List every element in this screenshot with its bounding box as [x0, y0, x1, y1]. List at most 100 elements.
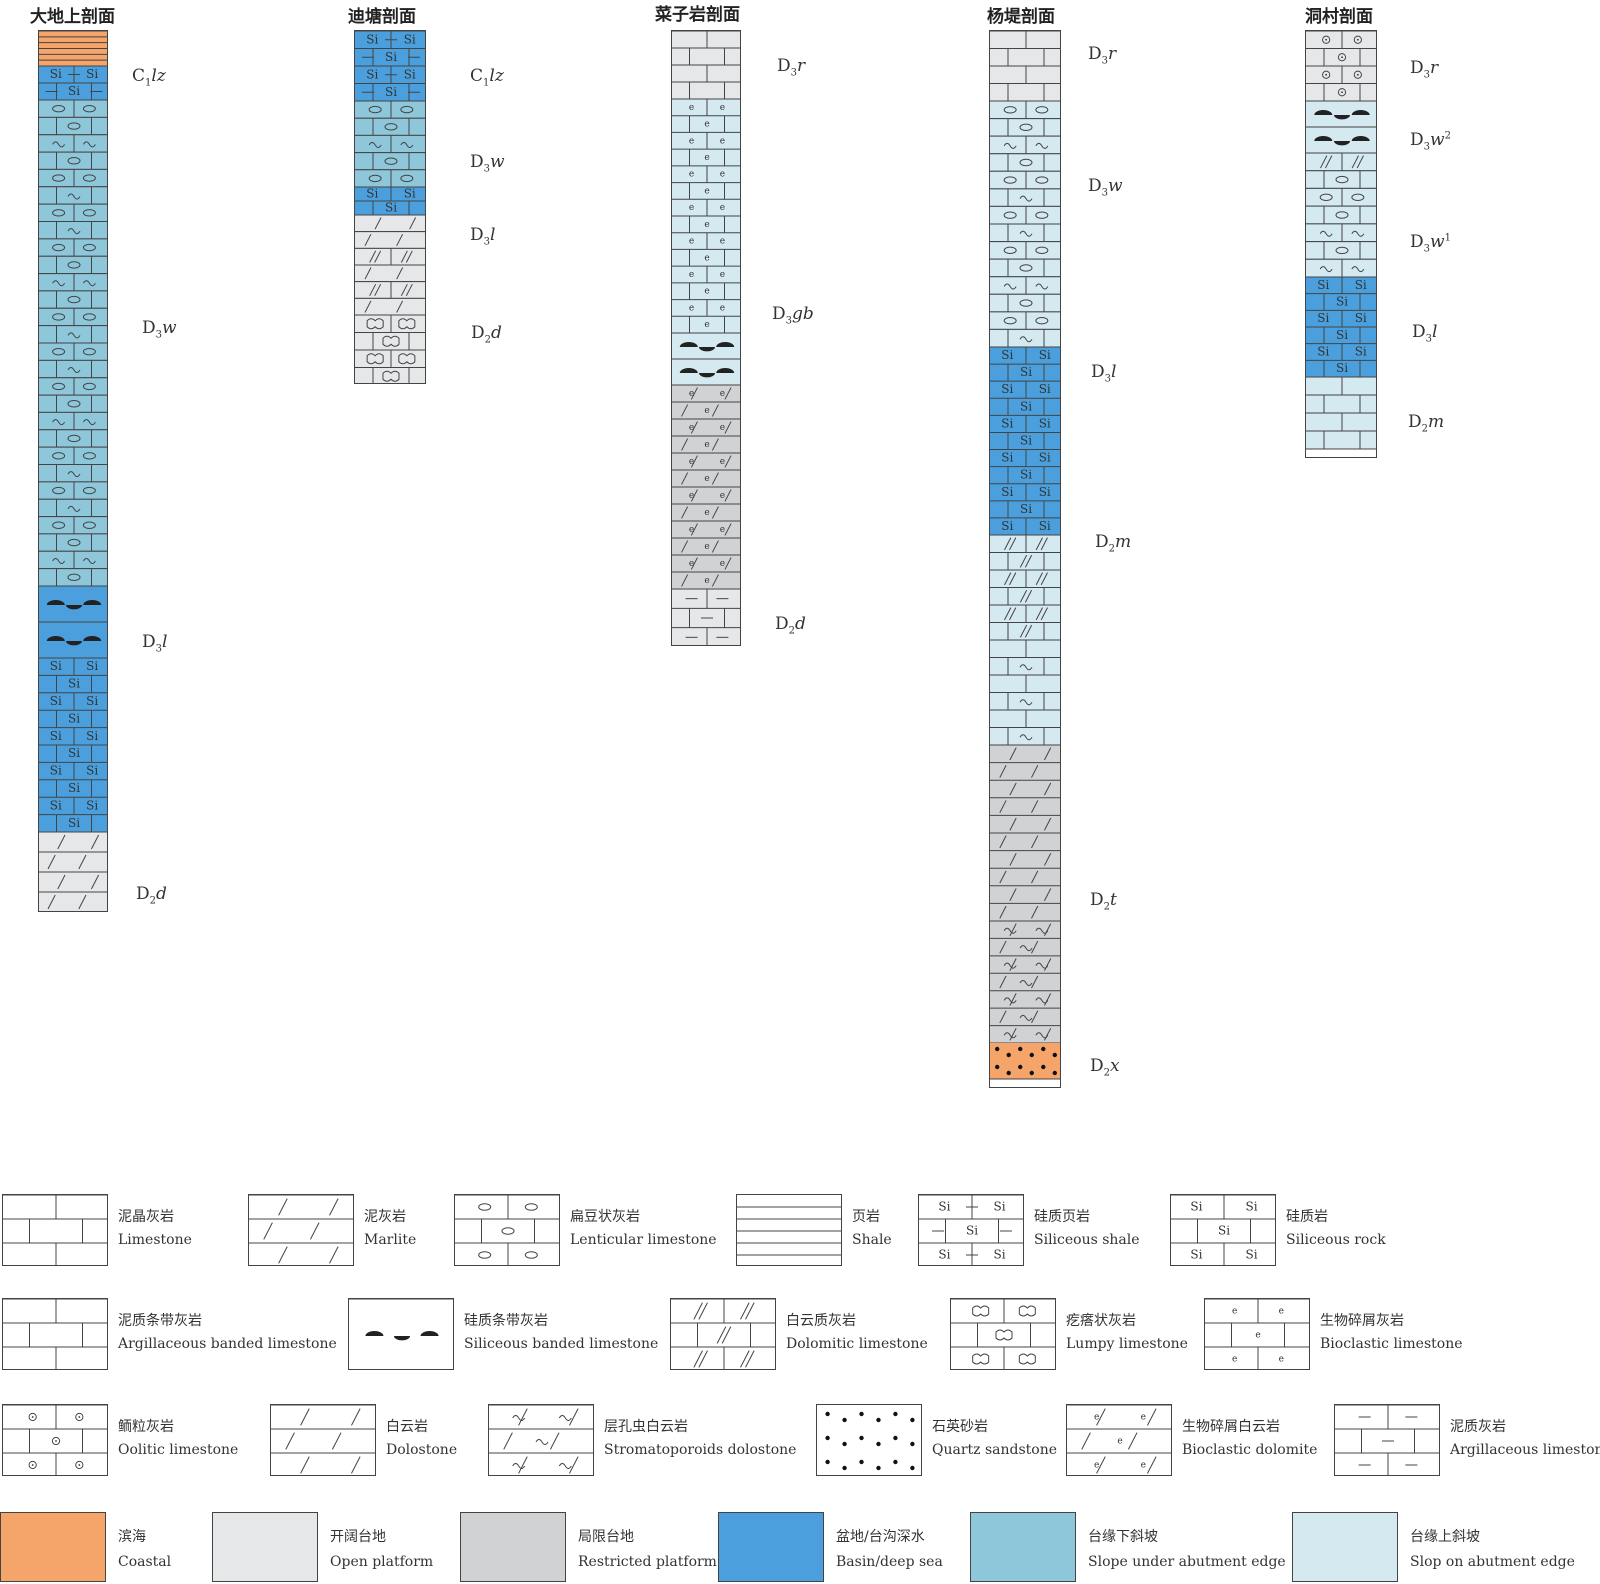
legend-label-cn: 生物碎屑灰岩 [1320, 1313, 1404, 1329]
formation-label: D3w2 [1410, 130, 1451, 153]
lens-mark [368, 105, 382, 114]
lithology-bed [355, 281, 425, 299]
formation-label: D3l [142, 632, 168, 655]
pattern-glyph: Si [1190, 1248, 1202, 1262]
legend-swatch-shale [736, 1194, 842, 1266]
lens-mark [82, 521, 96, 529]
lithology-bed [1306, 241, 1376, 260]
lens-mark [501, 1227, 515, 1235]
pattern-glyph: Si [1355, 278, 1367, 292]
wave-mark [52, 557, 66, 564]
ooid-mark [51, 1436, 61, 1446]
legend-label-cn: 扁豆状灰岩 [570, 1209, 640, 1225]
environment-label-cn: 台缘下斜坡 [1088, 1529, 1158, 1545]
wave-mark [1019, 336, 1033, 343]
lens-mark [524, 1203, 538, 1211]
legend-swatch-arglime [1334, 1404, 1440, 1476]
lithology-bed [1306, 100, 1376, 154]
lithology-bed [990, 241, 1060, 260]
lithology-bed [39, 238, 107, 257]
chert-nodule [420, 1331, 439, 1336]
lithology-bed [355, 314, 425, 383]
section-title-yangdi: 杨堤剖面 [987, 7, 1055, 27]
pattern-glyph: e [1094, 1461, 1099, 1471]
wave-mark [1035, 997, 1049, 1004]
lens-mark [1351, 193, 1365, 201]
lens-mark [384, 123, 398, 131]
lithology-bed [39, 831, 107, 911]
lens-mark [67, 400, 81, 408]
lithology-bed [990, 692, 1060, 711]
formation-label: D2d [136, 884, 167, 907]
pattern-glyph: e [689, 525, 694, 535]
pattern-glyph: e [689, 103, 694, 113]
lithology-bed [39, 481, 107, 500]
pattern-glyph: Si [86, 764, 98, 778]
chert-nodule [394, 1336, 410, 1341]
pattern-glyph: Si [1190, 1200, 1202, 1214]
lithology-bed [672, 31, 740, 100]
legend-label-en: Lenticular limestone [570, 1232, 717, 1248]
wave-mark [67, 367, 81, 374]
pattern-glyph: e [1279, 1355, 1284, 1365]
lens-mark [1019, 158, 1033, 167]
pattern-glyph: Si [50, 694, 62, 708]
formation-label: D3w [142, 318, 177, 341]
legend-label-en: Argillaceous banded limestone [118, 1336, 337, 1352]
pattern-glyph: e [689, 170, 694, 180]
ooid-mark [1353, 35, 1362, 44]
pattern-glyph: Si [1020, 434, 1032, 448]
chert-nodule [66, 605, 82, 610]
lithology-bed [39, 446, 107, 465]
lens-mark [52, 174, 66, 182]
pattern-glyph: e [720, 491, 725, 501]
wave-mark [67, 228, 81, 235]
lithology-bed [990, 657, 1060, 676]
lithology-bed [355, 264, 425, 283]
lens-mark [52, 209, 66, 217]
environment-swatch [212, 1512, 318, 1582]
lithology-bed [1306, 223, 1376, 243]
wave-mark [82, 141, 96, 148]
lithology-bed [39, 325, 107, 344]
legend-label-cn: 疙瘩状灰岩 [1066, 1313, 1136, 1329]
wave-mark [1019, 195, 1033, 202]
pattern-glyph: e [1232, 1307, 1237, 1317]
lump-mark [382, 335, 400, 347]
pattern-glyph: e [689, 203, 694, 213]
lens-mark [52, 382, 66, 391]
legend-swatch-argband [2, 1298, 108, 1370]
pattern-glyph: Si [1336, 295, 1348, 309]
lithology-bed [39, 429, 107, 448]
pattern-glyph: Si [86, 694, 98, 708]
lump-mark [1018, 1353, 1036, 1365]
pattern-glyph: Si [1218, 1224, 1230, 1238]
wave-mark [1003, 1032, 1017, 1039]
lens-mark [52, 521, 66, 529]
legend-swatch-sishale: Si Si Si Si Si [918, 1194, 1024, 1266]
pattern-glyph: Si [385, 50, 397, 64]
lump-mark [398, 318, 416, 330]
chert-nodule [1314, 110, 1333, 115]
lens-mark [67, 295, 81, 304]
lithology-bed [39, 377, 107, 396]
lithology-bed [990, 100, 1060, 120]
wave-mark [1019, 734, 1033, 741]
pattern-glyph: e [704, 253, 709, 263]
pattern-glyph: Si [1317, 345, 1329, 359]
pattern-glyph: Si [1020, 502, 1032, 516]
wave-mark [1003, 962, 1017, 969]
lithology-bed [1306, 152, 1376, 172]
ooid-mark [1322, 70, 1331, 79]
lithology-bed [990, 170, 1060, 190]
pattern-glyph: e [689, 270, 694, 280]
lithology-bed: Si Si Si [39, 65, 107, 101]
legend-label-en: Argillaceous limestone [1450, 1442, 1600, 1458]
lens-mark [82, 243, 96, 252]
chert-nodule [699, 347, 715, 352]
lump-mark [995, 1329, 1013, 1341]
pattern-glyph: Si [1246, 1200, 1258, 1214]
lithology-bed: e eee eee eee eee eee eee ee [672, 98, 740, 334]
pattern-glyph: Si [50, 764, 62, 778]
lithology-bed [990, 709, 1060, 728]
